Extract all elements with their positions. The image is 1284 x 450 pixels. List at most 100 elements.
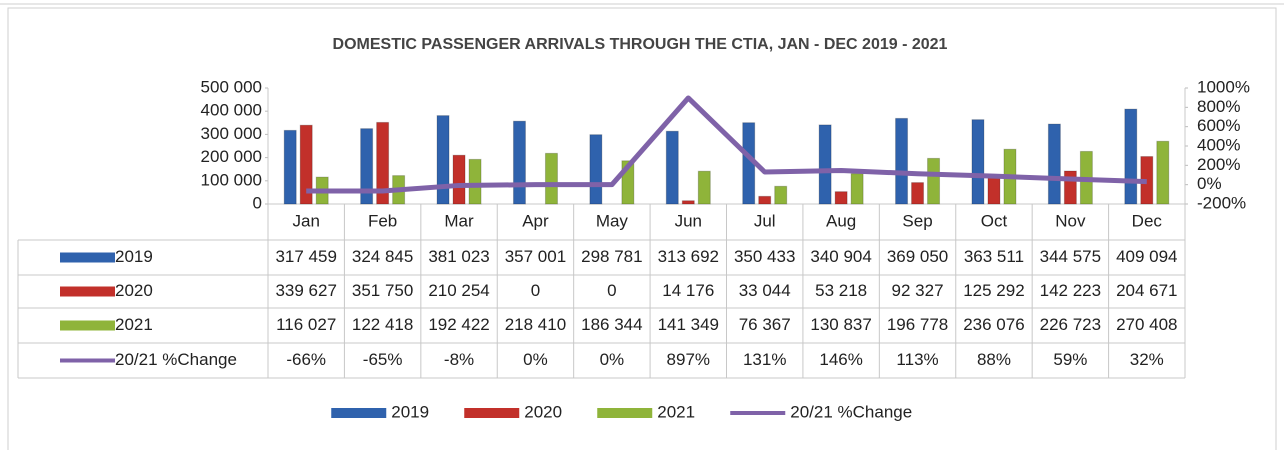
- y-tick-label: 200 000: [201, 147, 262, 166]
- legend-swatch: [60, 320, 115, 331]
- bar: [697, 170, 711, 205]
- bar: [468, 158, 482, 205]
- table-cell: 186 344: [581, 315, 642, 334]
- table-cell: 340 904: [810, 247, 871, 266]
- table-row-label: 2021: [115, 315, 153, 334]
- bar: [512, 120, 526, 205]
- table-cell: 218 410: [505, 315, 566, 334]
- table-cell: 196 778: [887, 315, 948, 334]
- table-cell: -66%: [286, 350, 326, 369]
- table-cell: 0: [607, 281, 616, 300]
- x-tick-label: Feb: [368, 211, 397, 230]
- x-tick-label: Sep: [902, 211, 932, 230]
- y2-tick-label: -200%: [1197, 193, 1246, 212]
- legend-swatch: [60, 252, 115, 263]
- y-tick-label: 0: [253, 193, 262, 212]
- x-tick-label: Mar: [444, 211, 474, 230]
- bar: [895, 117, 909, 205]
- table-cell: 351 750: [352, 281, 413, 300]
- bar: [436, 115, 450, 205]
- bar: [927, 157, 941, 205]
- bar: [665, 130, 679, 205]
- bar: [1063, 170, 1077, 205]
- table-cell: -65%: [363, 350, 403, 369]
- x-tick-label: Aug: [826, 211, 856, 230]
- table-cell: 344 575: [1040, 247, 1101, 266]
- y2-tick-label: 800%: [1197, 97, 1240, 116]
- table-cell: 125 292: [963, 281, 1024, 300]
- table-row-label: 20/21 %Change: [115, 350, 237, 369]
- table-cell: 131%: [743, 350, 786, 369]
- x-tick-label: Jul: [754, 211, 776, 230]
- bar: [299, 124, 313, 205]
- x-tick-label: Nov: [1055, 211, 1086, 230]
- bar: [1047, 123, 1061, 205]
- bar: [589, 134, 603, 205]
- table-cell: 33 044: [739, 281, 791, 300]
- x-tick-label: Jan: [292, 211, 319, 230]
- table-cell: 369 050: [887, 247, 948, 266]
- table-cell: 32%: [1130, 350, 1164, 369]
- table-cell: 88%: [977, 350, 1011, 369]
- y-tick-label: 100 000: [201, 170, 262, 189]
- table-cell: 192 422: [428, 315, 489, 334]
- bar: [1124, 108, 1138, 205]
- table-cell: 0%: [600, 350, 625, 369]
- table-cell: 357 001: [505, 247, 566, 266]
- bar: [911, 182, 925, 205]
- table-cell: 0: [531, 281, 540, 300]
- bar: [1156, 140, 1170, 205]
- table-cell: 313 692: [658, 247, 719, 266]
- table-row-label: 2019: [115, 247, 153, 266]
- table-cell: 122 418: [352, 315, 413, 334]
- table-cell: -8%: [444, 350, 474, 369]
- table-cell: 59%: [1053, 350, 1087, 369]
- chart-frame: [7, 7, 1277, 450]
- table-cell: 226 723: [1040, 315, 1101, 334]
- y-tick-label: 300 000: [201, 124, 262, 143]
- legend-label: 20/21 %Change: [790, 402, 912, 421]
- x-tick-label: Apr: [522, 211, 549, 230]
- bar: [544, 152, 558, 205]
- table-cell: 53 218: [815, 281, 867, 300]
- table-cell: 141 349: [658, 315, 719, 334]
- bar: [774, 185, 788, 205]
- legend-label: 2021: [657, 402, 695, 421]
- line-series: [306, 95, 1147, 194]
- bar: [834, 191, 848, 205]
- legend-swatch: [331, 408, 387, 418]
- x-tick-label: Jun: [675, 211, 702, 230]
- x-tick-label: Dec: [1132, 211, 1163, 230]
- bar: [360, 128, 374, 205]
- table-cell: 14 176: [662, 281, 714, 300]
- table-cell: 339 627: [275, 281, 336, 300]
- table-cell: 236 076: [963, 315, 1024, 334]
- bar: [971, 119, 985, 205]
- bar: [850, 173, 864, 205]
- table-cell: 142 223: [1040, 281, 1101, 300]
- table-cell: 210 254: [428, 281, 489, 300]
- x-tick-label: May: [596, 211, 629, 230]
- table-cell: 116 027: [276, 315, 336, 334]
- table-cell: 76 367: [739, 315, 791, 334]
- legend-swatch: [60, 286, 115, 297]
- y2-tick-label: 1000%: [1197, 77, 1250, 96]
- bar: [758, 195, 772, 205]
- y-tick-label: 500 000: [201, 77, 262, 96]
- table-row-label: 2020: [115, 281, 153, 300]
- legend-swatch: [597, 408, 653, 418]
- y2-tick-label: 0%: [1197, 174, 1222, 193]
- table-cell: 363 511: [964, 247, 1024, 266]
- bar: [283, 129, 297, 205]
- bar: [452, 154, 466, 205]
- table-cell: 897%: [667, 350, 710, 369]
- table-cell: 146%: [819, 350, 862, 369]
- table-cell: 298 781: [581, 247, 642, 266]
- table-cell: 324 845: [352, 247, 413, 266]
- bar: [987, 174, 1001, 205]
- legend-swatch: [464, 408, 520, 418]
- table-cell: 381 023: [428, 247, 489, 266]
- table-cell: 350 433: [734, 247, 795, 266]
- table-cell: 130 837: [810, 315, 871, 334]
- table-cell: 317 459: [275, 247, 336, 266]
